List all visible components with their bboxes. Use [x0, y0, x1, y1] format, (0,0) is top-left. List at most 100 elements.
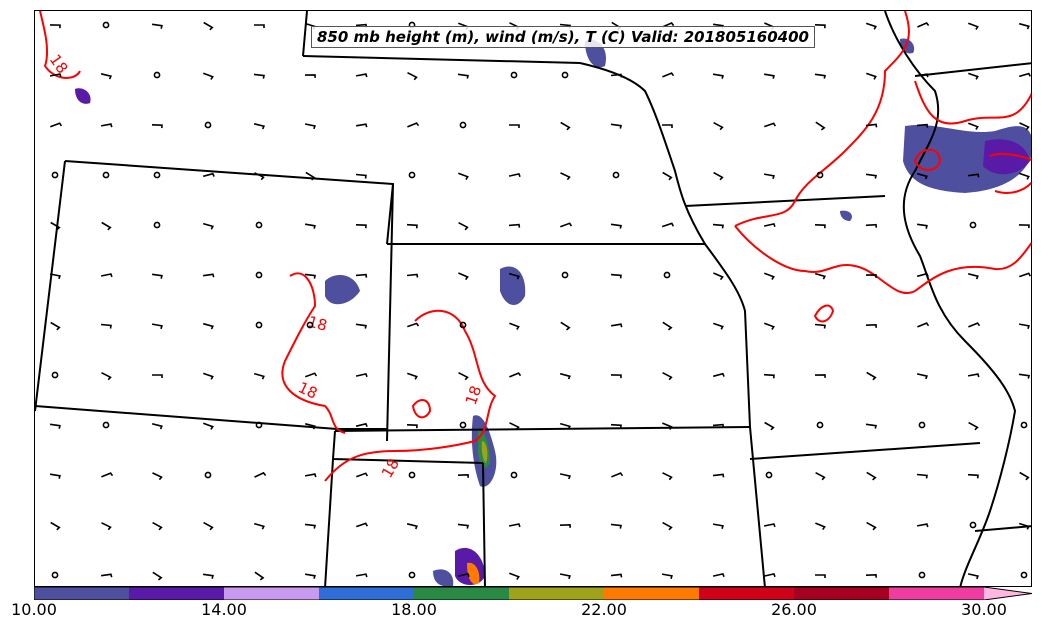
wind-barb [916, 473, 928, 479]
wind-barb [968, 72, 979, 80]
wind-barb [305, 423, 316, 430]
wind-barb [712, 73, 724, 79]
wind-barb [49, 273, 61, 280]
border-illinois-ky [974, 525, 1031, 532]
wind-barb [865, 323, 877, 328]
wind-barb [203, 422, 214, 430]
wind-barb [1019, 471, 1030, 481]
colorbar-tick: 18.00 [391, 600, 437, 619]
wind-barb [152, 472, 163, 481]
shaded-region [75, 88, 91, 104]
wind-barb [968, 273, 979, 280]
temperature-contours [39, 11, 1031, 482]
wind-barbs [49, 21, 1031, 581]
wind-barb [508, 272, 520, 280]
shaded-region [467, 562, 480, 585]
colorbar-tick: 30.00 [961, 600, 1007, 619]
wind-barb [203, 372, 214, 380]
wind-barb [866, 471, 877, 481]
wind-barb [814, 323, 826, 329]
calm-wind-marker [255, 221, 263, 229]
wind-barb [203, 21, 214, 31]
colorbar-extend-arrow [984, 587, 1032, 600]
wind-barb [815, 121, 826, 131]
border-oklahoma-pan [331, 430, 484, 464]
contour-label: 18 [378, 455, 403, 481]
calm-wind-marker [459, 121, 467, 129]
wind-barb [865, 223, 878, 228]
border-nebraska-north [302, 55, 581, 64]
wind-barb [355, 323, 367, 329]
wind-barb [610, 73, 623, 78]
wind-barb [1018, 323, 1030, 330]
wind-barb [509, 372, 522, 378]
calm-wind-marker [51, 371, 59, 379]
wind-barb [559, 523, 571, 528]
colorbar-cell [509, 587, 604, 600]
wind-barb [457, 523, 469, 529]
wind-barb [355, 372, 368, 378]
calm-wind-marker [51, 171, 59, 179]
wind-barb [865, 173, 877, 179]
wind-barb [304, 523, 316, 529]
wind-barb [610, 573, 623, 578]
wind-barb [304, 573, 316, 579]
wind-barb [253, 123, 266, 130]
wind-barb [712, 423, 725, 428]
wind-barb [202, 273, 215, 278]
wind-barb [151, 23, 163, 29]
wind-barb [916, 223, 928, 229]
contour-label: 18 [46, 51, 72, 77]
wind-barb [1018, 72, 1031, 78]
wind-barb [916, 123, 929, 128]
map-title: 850 mb height (m), wind (m/s), T (C) Val… [311, 26, 815, 48]
colorbar-cell [414, 587, 509, 600]
wind-barb [865, 423, 877, 429]
wind-barb [916, 373, 928, 380]
wind-barb [764, 272, 775, 280]
wind-barb [457, 73, 469, 79]
wind-barb [509, 322, 520, 330]
wind-barb [101, 221, 112, 231]
wind-barb [662, 472, 673, 481]
wind-barb [814, 24, 826, 29]
wind-barb [865, 274, 877, 278]
wind-barb [254, 172, 265, 181]
wind-barb [49, 24, 61, 29]
calm-wind-marker [255, 271, 263, 279]
calm-wind-marker [918, 571, 926, 579]
wind-barb [712, 473, 725, 478]
contour-colorado [281, 272, 346, 434]
wind-barb [509, 422, 520, 431]
wind-barb [50, 221, 61, 231]
wind-barb [458, 272, 469, 281]
wind-barb [101, 472, 114, 478]
wind-barb [355, 73, 368, 78]
contour-east [989, 152, 1031, 194]
wind-barb [151, 323, 163, 330]
state-borders [35, 11, 1031, 586]
border-kansas-south [334, 426, 751, 432]
calm-wind-marker [969, 221, 977, 229]
calm-wind-marker [204, 121, 212, 129]
wind-barb [202, 172, 215, 178]
border-colorado-kansas [386, 183, 394, 442]
wind-barb [662, 22, 675, 28]
wind-barb [967, 573, 979, 580]
wind-barb [560, 121, 571, 131]
wind-barb [866, 72, 877, 80]
wind-barb [559, 573, 571, 580]
wind-barb [662, 171, 673, 181]
calm-wind-marker [510, 71, 518, 79]
calm-wind-marker [459, 421, 467, 429]
wind-barb [814, 272, 826, 280]
wind-barb [100, 573, 113, 578]
wind-barb [356, 472, 369, 478]
wind-barb [916, 523, 929, 528]
shaded-region [983, 139, 1030, 175]
wind-barb [355, 573, 368, 578]
wind-barb [202, 322, 214, 330]
map-panel: 18 18 18 18 18 850 mb height (m), wind (… [34, 10, 1032, 587]
wind-barb [815, 522, 826, 531]
border-iowa-mn [914, 62, 1031, 77]
